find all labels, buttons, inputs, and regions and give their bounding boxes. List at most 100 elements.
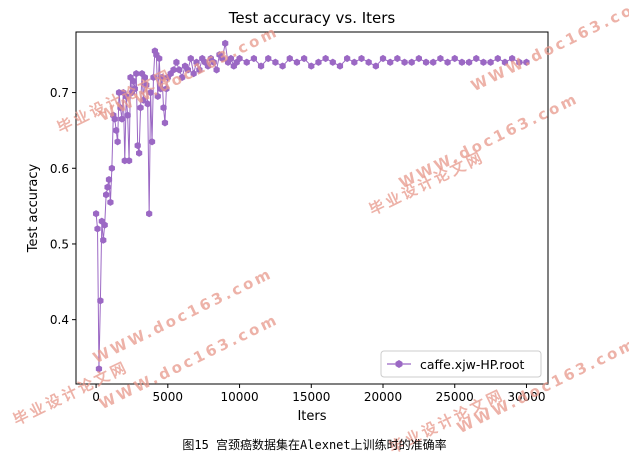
data-point bbox=[105, 176, 113, 184]
data-point bbox=[213, 66, 220, 74]
data-point bbox=[509, 54, 516, 63]
data-point bbox=[144, 100, 151, 108]
data-point bbox=[173, 58, 180, 66]
data-point bbox=[97, 297, 104, 305]
data-point bbox=[465, 58, 473, 66]
data-point bbox=[210, 58, 217, 66]
data-point bbox=[227, 54, 235, 63]
data-point bbox=[196, 66, 203, 74]
data-point bbox=[365, 58, 372, 66]
data-point bbox=[408, 58, 415, 66]
data-point bbox=[130, 77, 137, 85]
data-point bbox=[124, 111, 131, 119]
legend-label: caffe.xjw-HP.root bbox=[420, 357, 525, 372]
data-point bbox=[494, 54, 501, 63]
data-point bbox=[184, 66, 192, 74]
data-point bbox=[243, 58, 250, 66]
legend: caffe.xjw-HP.root bbox=[380, 350, 542, 378]
data-point bbox=[458, 58, 466, 66]
plot-frame bbox=[75, 31, 549, 385]
data-point bbox=[437, 54, 444, 63]
data-point bbox=[125, 157, 133, 165]
y-tick-label: 0.4 bbox=[50, 313, 69, 327]
data-point bbox=[141, 73, 148, 82]
data-point bbox=[444, 58, 451, 66]
x-tick-label: 30000 bbox=[507, 390, 545, 404]
data-point bbox=[401, 58, 408, 66]
data-point bbox=[394, 54, 401, 63]
data-point bbox=[158, 73, 166, 82]
y-tick-label: 0.7 bbox=[50, 86, 69, 100]
data-point bbox=[315, 58, 322, 66]
data-point bbox=[286, 54, 293, 63]
data-point bbox=[193, 58, 200, 66]
data-point bbox=[108, 164, 115, 172]
data-point bbox=[372, 62, 379, 70]
series-layer bbox=[92, 39, 530, 373]
x-tick-label: 10000 bbox=[220, 390, 258, 404]
data-point bbox=[387, 58, 394, 66]
data-point bbox=[150, 73, 157, 82]
data-point bbox=[107, 198, 114, 206]
y-tick-label: 0.6 bbox=[50, 162, 69, 176]
data-point bbox=[308, 62, 315, 70]
data-point bbox=[147, 88, 154, 97]
chart-title: Test accuracy vs. Iters bbox=[228, 9, 396, 27]
data-point bbox=[487, 58, 494, 66]
x-axis-label: Iters bbox=[297, 409, 326, 424]
data-point bbox=[480, 58, 487, 66]
x-tick-label: 20000 bbox=[364, 390, 402, 404]
data-point bbox=[163, 85, 170, 93]
data-point bbox=[222, 39, 229, 47]
data-point bbox=[415, 54, 422, 63]
data-point bbox=[190, 70, 197, 78]
data-point bbox=[100, 236, 107, 244]
data-point bbox=[161, 119, 169, 127]
data-point bbox=[236, 54, 243, 63]
data-point bbox=[117, 104, 124, 112]
data-point bbox=[272, 58, 279, 66]
data-point bbox=[322, 54, 329, 63]
data-point bbox=[422, 58, 430, 66]
data-point bbox=[300, 54, 308, 63]
data-point bbox=[279, 62, 286, 70]
x-tick-label: 5000 bbox=[153, 390, 184, 404]
data-point bbox=[257, 62, 265, 70]
legend-marker bbox=[395, 360, 403, 368]
data-point bbox=[379, 54, 387, 63]
data-point bbox=[113, 126, 120, 135]
data-point bbox=[101, 221, 108, 229]
x-tick-label: 15000 bbox=[292, 390, 330, 404]
y-tick-label: 0.5 bbox=[50, 237, 69, 251]
data-point bbox=[137, 104, 144, 112]
data-point bbox=[293, 58, 301, 66]
data-point bbox=[94, 225, 101, 233]
figure-caption: 图15 宫颈癌数据集在Alexnet上训练时的准确率 bbox=[182, 438, 447, 452]
data-point bbox=[133, 70, 140, 78]
data-point bbox=[123, 92, 130, 100]
data-point bbox=[143, 81, 150, 89]
y-axis-label: Test accuracy bbox=[26, 164, 41, 254]
data-point bbox=[501, 58, 509, 66]
data-point bbox=[523, 58, 530, 66]
data-point bbox=[204, 62, 212, 70]
data-point bbox=[160, 104, 167, 112]
data-point bbox=[219, 54, 226, 63]
data-point bbox=[176, 66, 183, 74]
data-point bbox=[351, 58, 358, 66]
data-point bbox=[92, 210, 100, 218]
data-point bbox=[358, 54, 365, 63]
data-point bbox=[111, 115, 118, 123]
data-point bbox=[250, 54, 258, 63]
data-point bbox=[131, 85, 138, 93]
x-tick-label: 0 bbox=[92, 390, 100, 404]
data-point bbox=[136, 149, 143, 157]
data-point bbox=[336, 62, 344, 70]
legend-box bbox=[380, 350, 542, 378]
data-point bbox=[344, 54, 351, 63]
data-point bbox=[104, 183, 111, 191]
y-axis-ticks: 0.4 0.5 0.6 0.7 bbox=[50, 86, 76, 327]
data-point bbox=[114, 138, 121, 146]
data-point bbox=[187, 54, 194, 63]
